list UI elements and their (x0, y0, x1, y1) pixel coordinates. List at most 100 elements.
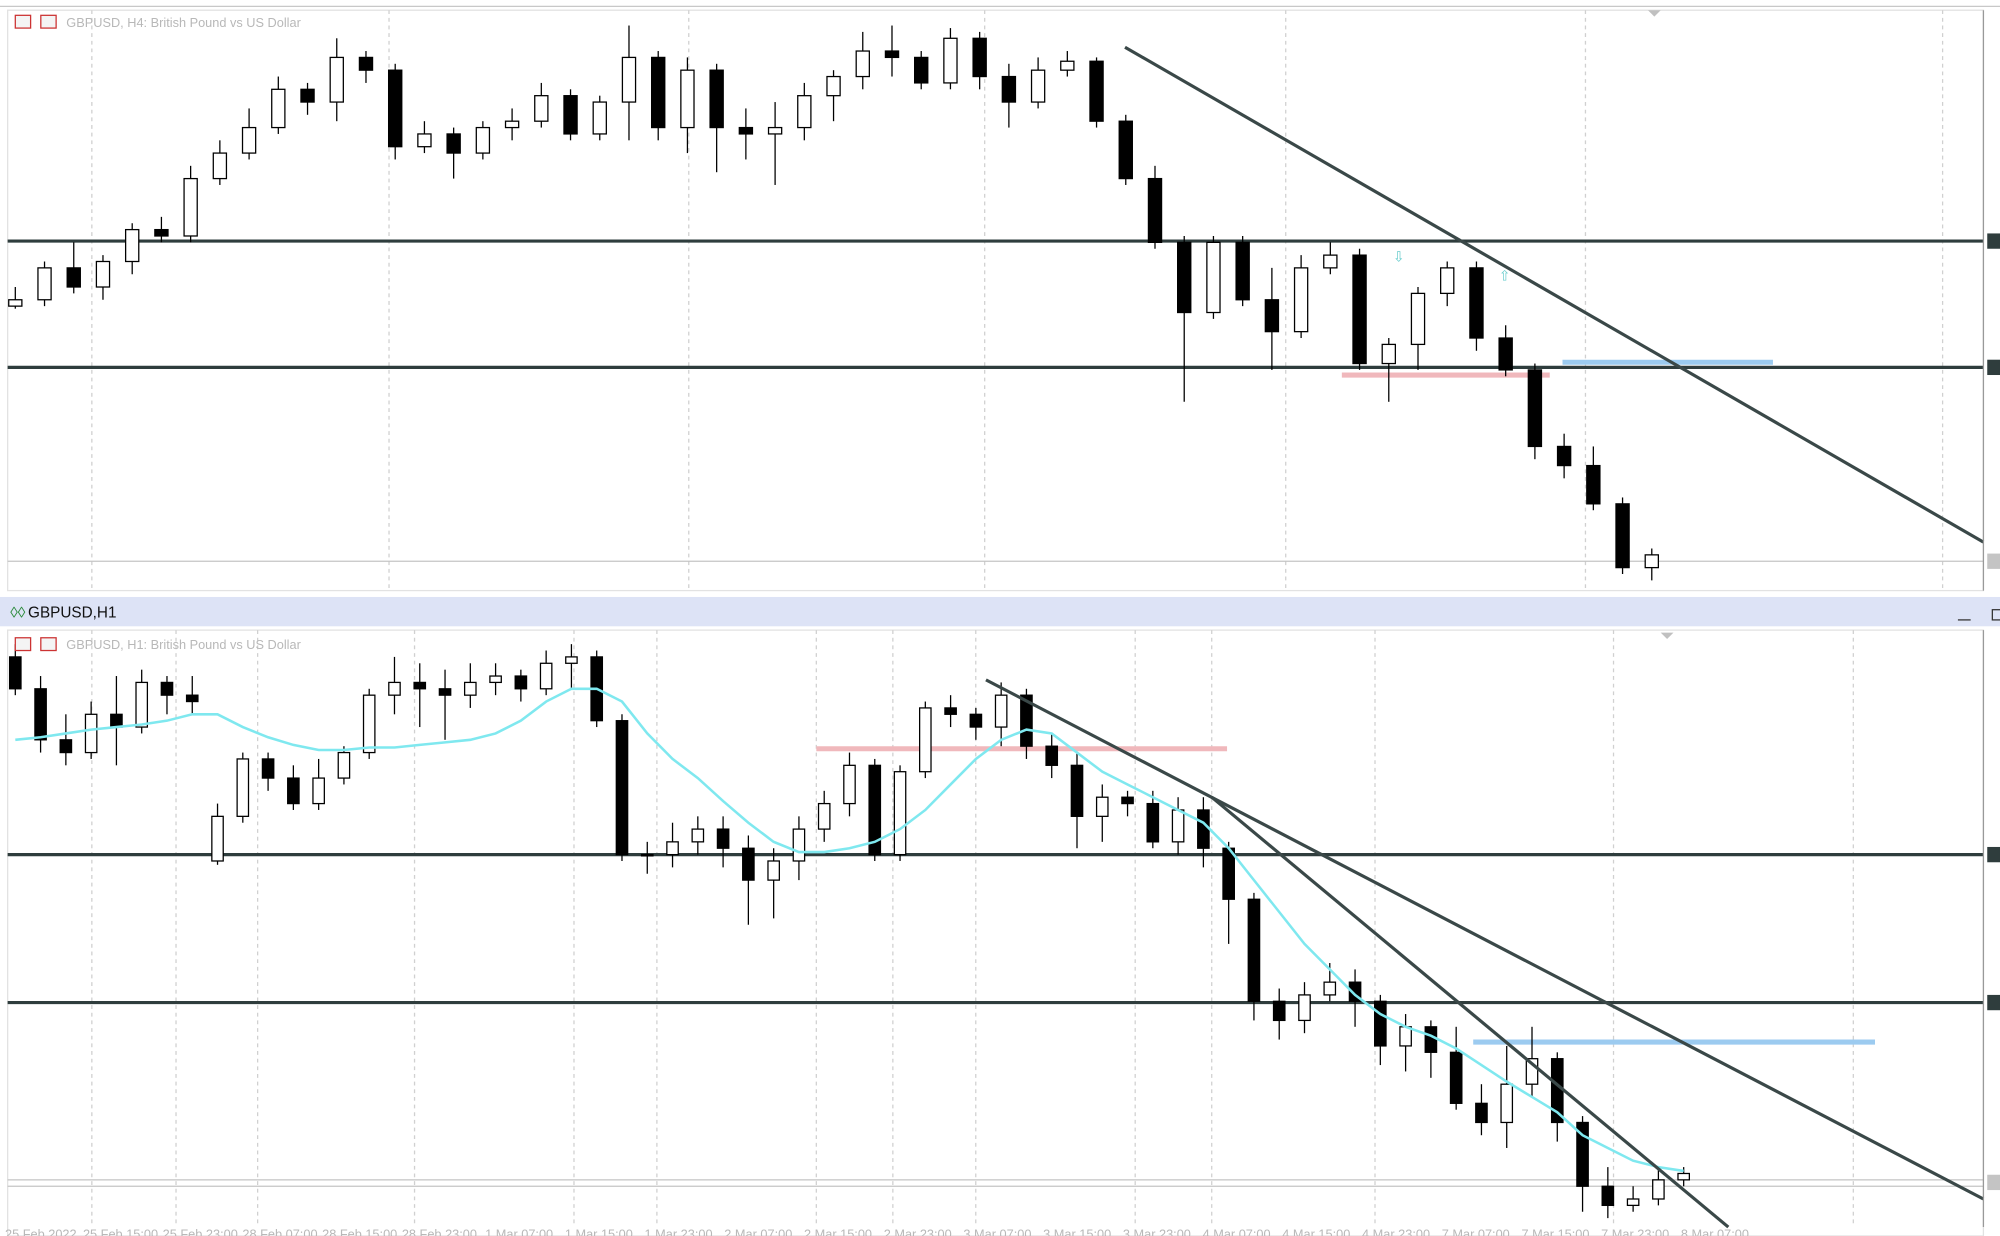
candle-body (1222, 847, 1235, 900)
candle-body (475, 126, 491, 154)
candle-body (160, 681, 174, 696)
candle-body (767, 860, 780, 881)
candle-body (1374, 1000, 1387, 1047)
candle-body (943, 37, 958, 84)
candle-body (1500, 1083, 1514, 1124)
trendline (1124, 45, 1985, 544)
candle-body (855, 50, 870, 78)
candle-body (797, 95, 812, 129)
candle-body (640, 853, 654, 857)
x-tick-label: 28 Feb 07:00 (242, 1227, 317, 1236)
candle-body (1146, 802, 1160, 843)
x-tick-label: 4 Mar 23:00 (1362, 1227, 1430, 1236)
candle-body (918, 707, 932, 773)
x-tick-label: 1 Mar 23:00 (645, 1227, 713, 1236)
x-tick-label: 7 Mar 15:00 (1521, 1227, 1589, 1236)
x-tick-label: 8 Mar 07:00 (1681, 1227, 1749, 1236)
candle-body (1381, 343, 1396, 365)
candle-body (868, 764, 882, 856)
candle-body (358, 56, 374, 71)
level-tag (1987, 359, 2000, 376)
candle-body (565, 656, 578, 664)
x-tick-label: 1 Mar 15:00 (565, 1227, 633, 1236)
x-tick-label: 1 Mar 07:00 (485, 1227, 553, 1236)
h4-candles (8, 25, 1659, 581)
candle-body (463, 681, 477, 696)
title-bar (0, 596, 2000, 627)
candle-body (826, 75, 841, 97)
x-tick-label: 2 Mar 23:00 (884, 1227, 952, 1236)
level-tag (1987, 846, 2000, 863)
candle-body (1089, 60, 1104, 122)
maximize-button[interactable] (1991, 609, 2000, 621)
candle-body (446, 133, 461, 154)
arrow-marker: ⇧ (1499, 268, 1511, 284)
candle-body (489, 675, 502, 684)
candle-body (621, 56, 637, 103)
x-tick-label: 4 Mar 15:00 (1282, 1227, 1350, 1236)
candle-body (1644, 554, 1659, 569)
candle-body (1272, 1000, 1286, 1022)
candle-body (615, 720, 629, 856)
x-tick-label: 25 Feb 2022 (5, 1227, 77, 1236)
candle-body (1095, 796, 1109, 817)
trendline (1210, 795, 1730, 1229)
candle-body (37, 267, 52, 301)
candle-body (1399, 1026, 1412, 1047)
chart-label: GBPUSD, H1: British Pound vs US Dollar (66, 637, 301, 652)
candle-body (1298, 994, 1311, 1022)
candle-body (1601, 1185, 1615, 1207)
candle-body (1556, 445, 1572, 467)
candle-body (1323, 981, 1337, 996)
candle-body (1527, 369, 1543, 448)
candle-body (650, 56, 666, 129)
x-tick-label: 3 Mar 07:00 (963, 1227, 1031, 1236)
candle-body (767, 126, 783, 135)
candle-body (261, 758, 275, 779)
candle-body (1475, 1102, 1488, 1124)
candle-body (312, 777, 325, 805)
candle-body (539, 662, 553, 690)
x-tick-label: 2 Mar 07:00 (724, 1227, 792, 1236)
candle-body (709, 69, 724, 129)
candle-body (1001, 75, 1017, 103)
moving-average (15, 687, 1684, 1173)
candle-body (66, 267, 81, 288)
x-axis: 25 Feb 2022 25 Feb 15:00 25 Feb 23:00 28 Fe… (5, 1227, 1749, 1236)
candle-body (34, 688, 47, 741)
candle-body (592, 101, 607, 135)
candle-body (691, 828, 705, 843)
candle-body (413, 681, 427, 690)
candle-body (1177, 241, 1192, 314)
candle-body (185, 694, 199, 703)
candle-body (884, 50, 900, 59)
chart-label: GBPUSD, H4: British Pound vs US Dollar (66, 15, 301, 30)
candle-body (1264, 299, 1280, 333)
candle-body (914, 56, 929, 84)
candle-body (1171, 809, 1185, 843)
candle-body (212, 152, 228, 180)
candle-body (241, 126, 257, 154)
arrow-marker: ⇩ (1393, 248, 1405, 264)
x-tick-label: 28 Feb 23:00 (402, 1227, 477, 1236)
trendline (985, 678, 1985, 1201)
candle-body (534, 95, 549, 122)
x-tick-label: 7 Mar 23:00 (1601, 1227, 1669, 1236)
candle-body (680, 69, 695, 129)
shift-marker (1647, 10, 1661, 17)
window-icon (14, 14, 32, 29)
candle-body (124, 228, 140, 263)
shift-marker (1660, 632, 1674, 640)
candle-body (84, 713, 98, 754)
candle-body (1197, 809, 1210, 849)
candle-body (337, 751, 351, 779)
candle-body (843, 764, 856, 805)
x-tick-label: 28 Feb 15:00 (322, 1227, 397, 1236)
candle-body (893, 771, 907, 856)
window-icon (40, 14, 57, 29)
grid (91, 10, 1944, 590)
candle-body (944, 707, 957, 715)
candle-body (817, 802, 831, 830)
window-icon (40, 637, 57, 652)
